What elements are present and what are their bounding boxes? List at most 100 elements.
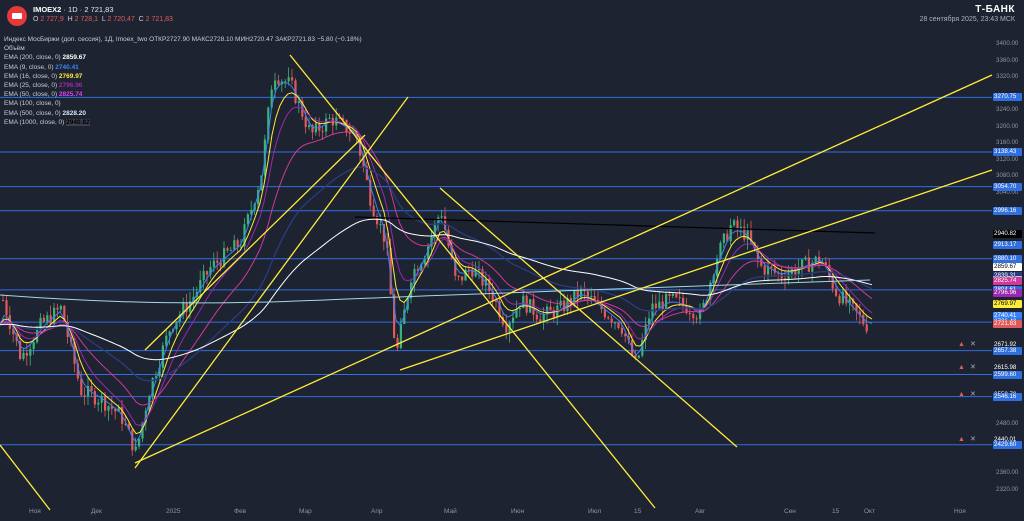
legend-row[interactable]: EMA (100, close, 0)	[4, 99, 362, 108]
candle-body	[495, 300, 498, 302]
candle-body	[593, 296, 596, 300]
candle-body	[161, 345, 164, 368]
candle-body	[369, 179, 372, 206]
candle-body	[692, 313, 695, 319]
candle-body	[185, 302, 188, 312]
candle-body	[685, 305, 688, 314]
candle-body	[590, 296, 593, 298]
legend-row[interactable]: EMA (200, close, 0) 2859.67	[4, 53, 362, 62]
price-label[interactable]: 2769.97	[993, 300, 1022, 309]
interval[interactable]: 1D	[68, 5, 78, 14]
candle-body	[90, 386, 93, 392]
legend-title: Индекс МосБиржи (доп. сессия), 1Д, Imoex…	[4, 36, 362, 43]
candle-body	[386, 241, 389, 248]
candle-body	[627, 336, 630, 341]
candle-body	[522, 295, 525, 309]
price-label[interactable]: 2913.17	[993, 241, 1022, 250]
candle-body	[855, 303, 858, 312]
price-label[interactable]: 2880.10	[993, 254, 1022, 263]
candle-body	[2, 300, 5, 302]
price-label[interactable]: 3138.43	[993, 148, 1022, 157]
legend-row[interactable]: EMA (25, close, 0) 2796.96	[4, 81, 362, 90]
candle-body	[284, 81, 287, 83]
indicator-legend[interactable]: Индекс МосБиржи (доп. сессия), 1Д, Imoex…	[4, 35, 362, 127]
price-alert[interactable]: ▲ ✕	[958, 340, 976, 348]
price-label[interactable]: 2721.83	[993, 320, 1022, 329]
candle-body	[597, 299, 600, 302]
price-label[interactable]: 2615.98	[993, 363, 1022, 372]
legend-row[interactable]: EMA (16, close, 0) 2769.97	[4, 72, 362, 81]
price-label[interactable]: 2796.96	[993, 289, 1022, 298]
price-label[interactable]: 2839.31	[993, 271, 1022, 280]
close-icon[interactable]: ✕	[969, 436, 976, 444]
brand-logo: Т‑БАНК	[975, 4, 1015, 15]
candle-body	[678, 297, 681, 299]
legend-value: 2796.96	[58, 81, 83, 89]
legend-label: EMA (100, close, 0)	[4, 100, 61, 108]
candle-body	[151, 378, 154, 397]
candle-body	[563, 300, 566, 312]
ema-25-line	[0, 106, 873, 426]
candle-body	[753, 242, 756, 249]
candle-body	[114, 408, 117, 412]
x-axis-label: Ноя	[29, 508, 41, 515]
price-label[interactable]: 2599.60	[993, 370, 1022, 379]
ema-100-line	[0, 166, 873, 382]
candle-body	[675, 293, 678, 298]
price-alert[interactable]: ▲ ✕	[958, 363, 976, 371]
price-label[interactable]: 3054.70	[993, 182, 1022, 191]
price-label[interactable]: 2740.41	[993, 312, 1022, 321]
x-axis-label: Окт	[864, 508, 875, 515]
candle-body	[801, 259, 804, 269]
candle-body	[814, 256, 817, 263]
price-label[interactable]: 2429.60	[993, 440, 1022, 449]
legend-row[interactable]: EMA (500, close, 0) 2828.20	[4, 109, 362, 118]
candle-body	[433, 223, 436, 237]
candle-body	[100, 395, 103, 403]
symbol-header[interactable]: IMOEX2 · 1D · 2 721,83	[33, 5, 114, 14]
price-label[interactable]: 3270.75	[993, 93, 1022, 102]
legend-row[interactable]: EMA (9, close, 0) 2740.41	[4, 63, 362, 72]
close-icon[interactable]: ✕	[969, 390, 976, 398]
candle-body	[641, 339, 644, 356]
price-label[interactable]: 2940.82	[993, 229, 1022, 238]
candle-body	[134, 446, 137, 451]
datetime: 28 сентября 2025, 23:43 МСК	[919, 16, 1015, 23]
volume-label[interactable]: Объём	[4, 45, 25, 53]
candle-body	[212, 260, 215, 268]
candle-body	[240, 246, 243, 248]
trend-line	[289, 54, 656, 509]
price-alert[interactable]: ▲ ✕	[958, 436, 976, 444]
price-alert[interactable]: ▲ ✕	[958, 390, 976, 398]
price-tick: 3080.00	[996, 172, 1019, 180]
price-label[interactable]: 2996.16	[993, 206, 1022, 215]
legend-value: 2859.67	[62, 54, 87, 62]
candle-body	[83, 395, 86, 397]
price-label[interactable]: 2546.16	[993, 392, 1022, 401]
legend-row[interactable]: EMA (1000, close, 0) 2940.82	[4, 118, 362, 127]
x-axis-label: Июл	[588, 508, 602, 515]
legend-row[interactable]: EMA (50, close, 0) 2825.74	[4, 90, 362, 99]
candle-body	[862, 315, 865, 325]
close-icon[interactable]: ✕	[969, 363, 976, 371]
candle-body	[53, 307, 56, 324]
legend-label: EMA (1000, close, 0)	[4, 118, 67, 126]
price-label[interactable]: 2825.74	[993, 277, 1022, 286]
candle-body	[63, 305, 66, 323]
ema-9-line	[0, 82, 873, 444]
symbol-name[interactable]: IMOEX2	[33, 5, 62, 14]
close-icon[interactable]: ✕	[969, 340, 976, 348]
candle-body	[491, 290, 494, 301]
candle-body	[688, 313, 691, 315]
price-tick: 3040.00	[996, 188, 1019, 196]
price-label[interactable]: 2859.67	[993, 263, 1022, 272]
candle-body	[794, 268, 797, 275]
price-label[interactable]: 2440.01	[993, 436, 1022, 445]
candle-body	[549, 306, 552, 310]
top-bar: IMOEX2 · 1D · 2 721,83 O 2 727,9 H 2 728…	[0, 0, 1024, 30]
price-label[interactable]: 2671.92	[993, 340, 1022, 349]
candle-body	[559, 300, 562, 306]
x-axis-label: Ноя	[954, 508, 966, 515]
price-label[interactable]: 2657.38	[993, 346, 1022, 355]
